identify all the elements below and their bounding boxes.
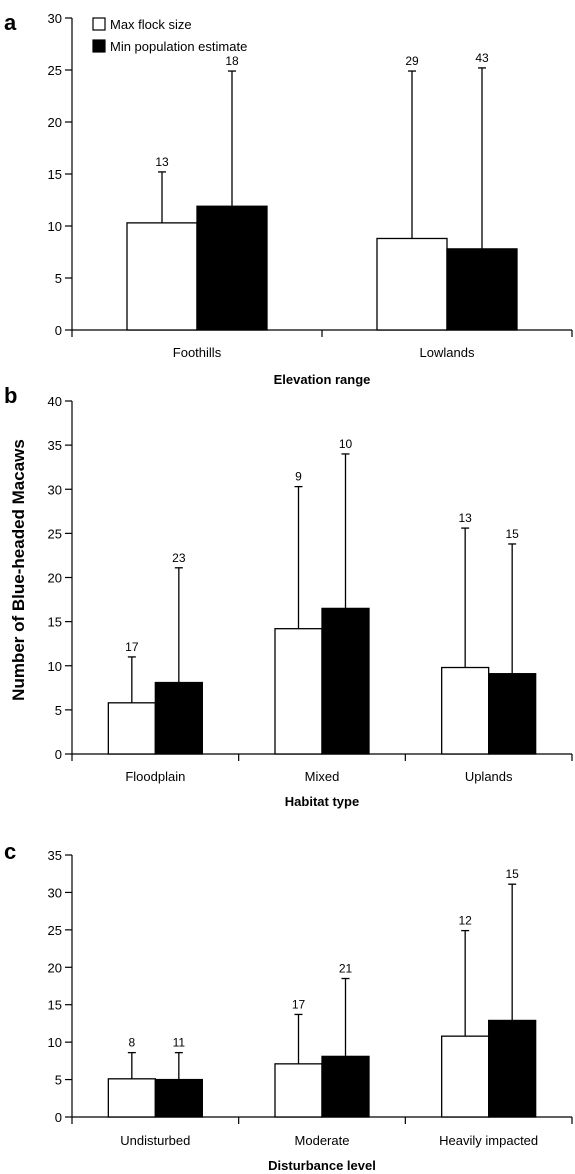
sample-size-label: 11 xyxy=(173,1036,186,1050)
y-tick-label: 40 xyxy=(48,394,62,409)
y-tick-label: 35 xyxy=(48,848,62,863)
y-tick-label: 20 xyxy=(48,571,62,586)
panel-label-a: a xyxy=(4,10,17,35)
y-tick-label: 25 xyxy=(48,526,62,541)
bar xyxy=(441,666,490,755)
x-axis-label: Elevation range xyxy=(274,372,371,387)
legend-swatch xyxy=(92,39,106,53)
sample-size-label: 15 xyxy=(505,527,519,541)
bar xyxy=(321,1055,370,1118)
y-axis-label: Number of Blue-headed Macaws xyxy=(9,439,28,701)
bar xyxy=(126,222,198,331)
sample-size-label: 15 xyxy=(505,867,519,881)
y-tick-label: 15 xyxy=(48,167,62,182)
y-tick-label: 15 xyxy=(48,615,62,630)
sample-size-label: 18 xyxy=(225,54,239,68)
y-tick-label: 25 xyxy=(48,923,62,938)
sample-size-label: 9 xyxy=(295,470,302,484)
sample-size-label: 12 xyxy=(458,914,472,928)
sample-size-label: 21 xyxy=(339,962,353,976)
y-tick-label: 25 xyxy=(48,63,62,78)
bar xyxy=(274,1063,323,1118)
legend-swatch xyxy=(92,17,106,31)
y-tick-label: 10 xyxy=(48,659,62,674)
x-category-label: Moderate xyxy=(295,1133,350,1148)
x-axis-label: Disturbance level xyxy=(268,1158,376,1173)
panel-label-c: c xyxy=(4,839,16,864)
y-tick-label: 5 xyxy=(55,703,62,718)
x-category-label: Lowlands xyxy=(420,345,475,360)
legend-label: Max flock size xyxy=(110,17,192,32)
bar xyxy=(274,628,323,755)
panel-label-b: b xyxy=(4,383,17,408)
sample-size-label: 13 xyxy=(155,155,169,169)
x-category-label: Heavily impacted xyxy=(439,1133,538,1148)
sample-size-label: 13 xyxy=(458,511,472,525)
y-tick-label: 0 xyxy=(55,747,62,762)
bar xyxy=(196,205,268,331)
y-tick-label: 15 xyxy=(48,998,62,1013)
sample-size-label: 43 xyxy=(475,51,489,65)
bar xyxy=(376,237,448,331)
sample-size-label: 17 xyxy=(292,997,306,1011)
x-category-label: Mixed xyxy=(305,769,340,784)
legend-label: Min population estimate xyxy=(110,39,247,54)
bar xyxy=(488,673,537,755)
bar xyxy=(488,1019,537,1118)
y-tick-label: 30 xyxy=(48,482,62,497)
y-tick-label: 5 xyxy=(55,271,62,286)
y-tick-label: 5 xyxy=(55,1073,62,1088)
sample-size-label: 17 xyxy=(125,640,139,654)
y-tick-label: 30 xyxy=(48,885,62,900)
bar xyxy=(441,1035,490,1118)
sample-size-label: 23 xyxy=(172,551,186,565)
sample-size-label: 29 xyxy=(405,54,419,68)
y-tick-label: 20 xyxy=(48,115,62,130)
y-tick-label: 0 xyxy=(55,1110,62,1125)
y-tick-label: 0 xyxy=(55,323,62,338)
x-category-label: Floodplain xyxy=(125,769,185,784)
y-tick-label: 35 xyxy=(48,438,62,453)
y-tick-label: 30 xyxy=(48,11,62,26)
y-tick-label: 10 xyxy=(48,219,62,234)
bar xyxy=(107,702,156,755)
bar xyxy=(446,248,518,331)
x-category-label: Foothills xyxy=(173,345,222,360)
bar xyxy=(154,1078,203,1118)
bar xyxy=(154,681,203,755)
sample-size-label: 8 xyxy=(128,1036,135,1050)
x-axis-label: Habitat type xyxy=(285,794,359,809)
bar xyxy=(321,607,370,755)
y-tick-label: 20 xyxy=(48,960,62,975)
x-category-label: Uplands xyxy=(465,769,513,784)
sample-size-label: 10 xyxy=(339,437,353,451)
y-tick-label: 10 xyxy=(48,1035,62,1050)
bar xyxy=(107,1078,156,1118)
x-category-label: Undisturbed xyxy=(120,1133,190,1148)
